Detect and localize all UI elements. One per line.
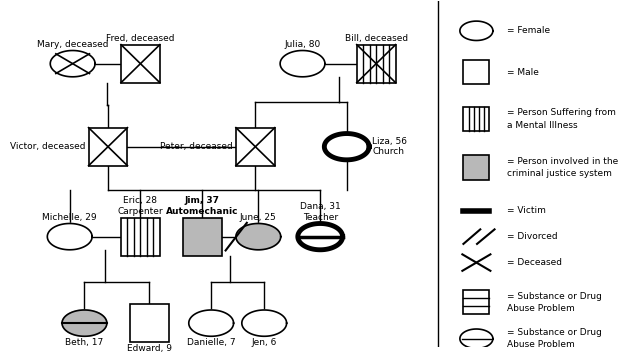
Text: = Person Suffering from: = Person Suffering from	[507, 108, 616, 117]
Polygon shape	[242, 310, 286, 336]
Text: Liza, 56
Church: Liza, 56 Church	[372, 137, 407, 157]
Polygon shape	[460, 21, 493, 40]
Bar	[463, 60, 489, 84]
Text: Eric, 28
Carpenter: Eric, 28 Carpenter	[117, 196, 163, 216]
Text: Peter, deceased: Peter, deceased	[160, 142, 233, 151]
Bar	[183, 218, 222, 256]
Polygon shape	[298, 224, 343, 250]
Polygon shape	[47, 224, 92, 250]
Text: = Male: = Male	[507, 68, 539, 77]
Text: = Substance or Drug: = Substance or Drug	[507, 292, 602, 301]
Text: Victor, deceased: Victor, deceased	[10, 142, 85, 151]
Polygon shape	[280, 50, 325, 77]
Text: Edward, 9: Edward, 9	[127, 344, 172, 353]
Text: Michelle, 29: Michelle, 29	[42, 213, 97, 222]
Bar	[236, 128, 275, 166]
Text: Jen, 6: Jen, 6	[251, 338, 277, 347]
Text: = Victim: = Victim	[507, 206, 546, 215]
Text: criminal justice system: criminal justice system	[507, 169, 612, 178]
Text: = Substance or Drug: = Substance or Drug	[507, 328, 602, 337]
Polygon shape	[324, 133, 369, 160]
Text: = Female: = Female	[507, 26, 550, 35]
Text: Abuse Problem: Abuse Problem	[507, 340, 575, 349]
Polygon shape	[236, 224, 281, 250]
Text: June, 25: June, 25	[240, 213, 277, 222]
Bar	[463, 290, 489, 315]
Polygon shape	[460, 329, 493, 348]
Polygon shape	[50, 50, 95, 77]
Bar	[89, 128, 128, 166]
Text: Dana, 31
Teacher: Dana, 31 Teacher	[300, 202, 341, 222]
Text: Fred, deceased: Fred, deceased	[106, 34, 175, 43]
Text: Mary, deceased: Mary, deceased	[37, 40, 108, 49]
Text: Bill, deceased: Bill, deceased	[345, 34, 408, 43]
Polygon shape	[62, 310, 107, 336]
Text: Jim, 37
Automechanic: Jim, 37 Automechanic	[166, 196, 239, 216]
Text: Beth, 17: Beth, 17	[65, 338, 103, 347]
Text: = Deceased: = Deceased	[507, 258, 562, 267]
Text: = Divorced: = Divorced	[507, 232, 558, 241]
Polygon shape	[189, 310, 234, 336]
Text: a Mental Illness: a Mental Illness	[507, 121, 577, 130]
Bar	[357, 45, 396, 83]
Text: Danielle, 7: Danielle, 7	[187, 338, 235, 347]
Bar	[121, 45, 160, 83]
Text: Julia, 80: Julia, 80	[285, 40, 321, 49]
Bar	[463, 155, 489, 180]
Text: = Person involved in the: = Person involved in the	[507, 157, 618, 166]
Bar	[463, 107, 489, 131]
Bar	[130, 304, 168, 342]
Text: Abuse Problem: Abuse Problem	[507, 304, 575, 313]
Bar	[121, 218, 160, 256]
